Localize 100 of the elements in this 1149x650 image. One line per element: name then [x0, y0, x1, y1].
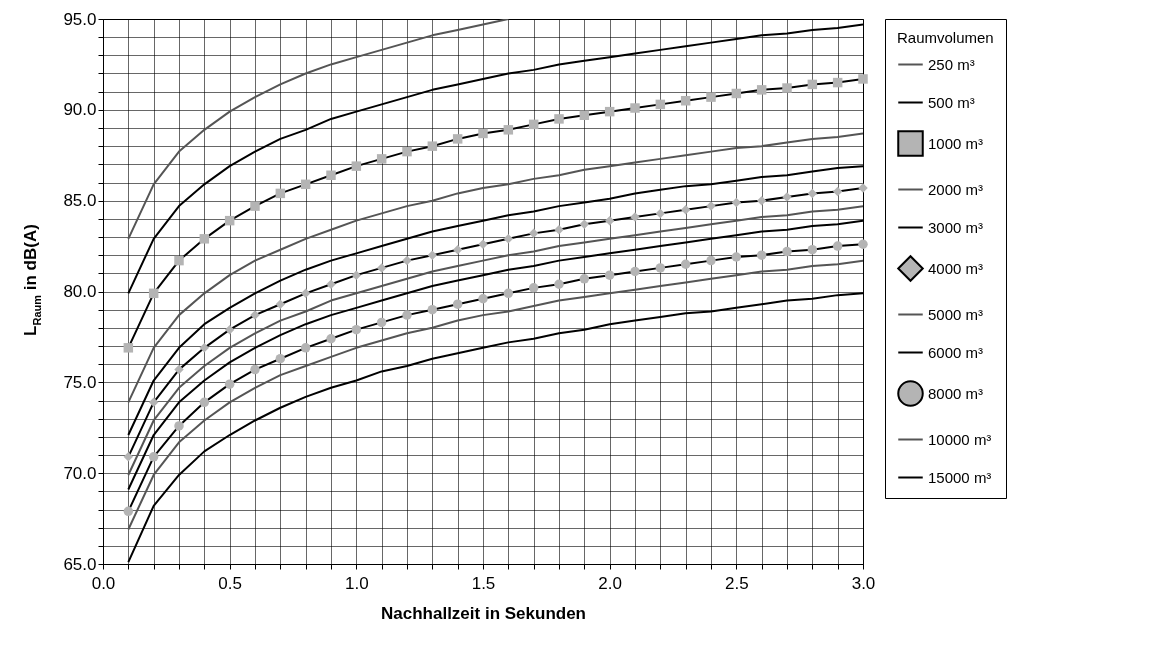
point: [655, 99, 666, 110]
point: [275, 353, 286, 364]
point: [731, 88, 742, 99]
point: [756, 195, 767, 206]
legend-label: 8000 m³: [928, 384, 984, 402]
point: [706, 255, 716, 266]
point: [756, 250, 767, 260]
point: [300, 288, 311, 299]
legend-label: 3000 m³: [928, 218, 984, 236]
x-tick-label: 1.0: [345, 573, 369, 593]
point: [427, 250, 438, 260]
point: [224, 215, 235, 226]
point: [680, 259, 691, 269]
point: [402, 255, 412, 266]
legend-label: 6000 m³: [928, 343, 984, 361]
point: [250, 364, 260, 375]
point: [528, 119, 539, 130]
point: [148, 452, 159, 462]
x-tick-label: 1.5: [471, 573, 496, 593]
point: [807, 188, 818, 199]
point: [478, 239, 488, 250]
point: [655, 208, 666, 219]
point: [807, 79, 818, 90]
point: [148, 397, 159, 408]
point: [300, 179, 311, 190]
legend-label: 1000 m³: [928, 134, 984, 152]
point: [199, 343, 210, 353]
point: [579, 274, 590, 284]
point: [123, 452, 134, 462]
point: [832, 241, 843, 251]
x-axis-title: Nachhallzeit in Sekunden: [381, 603, 586, 623]
point: [655, 263, 666, 273]
point: [680, 205, 691, 215]
point: [402, 146, 412, 157]
x-tick-label: 2.0: [598, 573, 622, 593]
point: [376, 317, 387, 328]
point: [782, 246, 792, 257]
point: [731, 197, 742, 208]
point: [832, 77, 843, 88]
point: [402, 310, 412, 320]
point: [503, 125, 514, 135]
point: [554, 224, 564, 235]
point: [554, 279, 564, 289]
point: [782, 83, 792, 93]
x-tick-label: 2.5: [725, 573, 749, 593]
legend-label: 5000 m³: [928, 305, 984, 323]
point: [174, 421, 184, 431]
point: [174, 364, 184, 375]
point: [756, 85, 767, 95]
point: [326, 334, 336, 344]
legend-label: 10000 m³: [928, 430, 992, 448]
point: [604, 270, 615, 280]
point: [528, 228, 539, 239]
point: [528, 283, 539, 293]
point: [224, 324, 235, 335]
point: [351, 161, 362, 171]
legend-label: 2000 m³: [928, 180, 984, 198]
y-tick-label: 95.0: [63, 9, 97, 29]
point: [604, 215, 615, 226]
point: [351, 324, 362, 335]
x-tick-label: 0.0: [91, 573, 116, 593]
legend-label: 500 m³: [928, 93, 975, 111]
point: [123, 506, 134, 517]
line-series: [127, 19, 510, 240]
point: [630, 103, 640, 113]
point: [199, 234, 210, 244]
point: [300, 343, 311, 353]
y-tick-label: 80.0: [63, 282, 97, 301]
y-tick-label: 75.0: [63, 372, 97, 392]
point: [579, 110, 590, 121]
point: [478, 294, 488, 304]
x-tick-label: 0.5: [218, 573, 242, 593]
point: [326, 170, 336, 180]
point: [351, 270, 362, 280]
point: [275, 299, 286, 309]
point: [630, 266, 640, 277]
point: [427, 304, 438, 315]
point: [224, 379, 235, 389]
point: [250, 201, 260, 211]
y-tick-label: 85.0: [63, 191, 97, 211]
y-tick-label: 90.0: [63, 100, 97, 120]
legend-label: 4000 m³: [928, 259, 984, 277]
x-tick-label: 3.0: [851, 573, 876, 593]
y-tick-label: 65.0: [63, 554, 97, 574]
point: [275, 188, 286, 199]
point: [148, 288, 159, 299]
point: [503, 234, 514, 244]
legend-label: 15000 m³: [928, 468, 992, 486]
point: [807, 244, 818, 255]
point: [199, 397, 210, 408]
point: [478, 128, 488, 139]
point: [554, 114, 564, 124]
point: [376, 263, 387, 273]
y-tick-label: 70.0: [63, 463, 97, 483]
point: [706, 92, 716, 102]
point: [680, 96, 691, 106]
point: [832, 186, 843, 197]
point: [579, 219, 590, 230]
point: [452, 244, 463, 255]
legend-label: 250 m³: [928, 55, 975, 73]
